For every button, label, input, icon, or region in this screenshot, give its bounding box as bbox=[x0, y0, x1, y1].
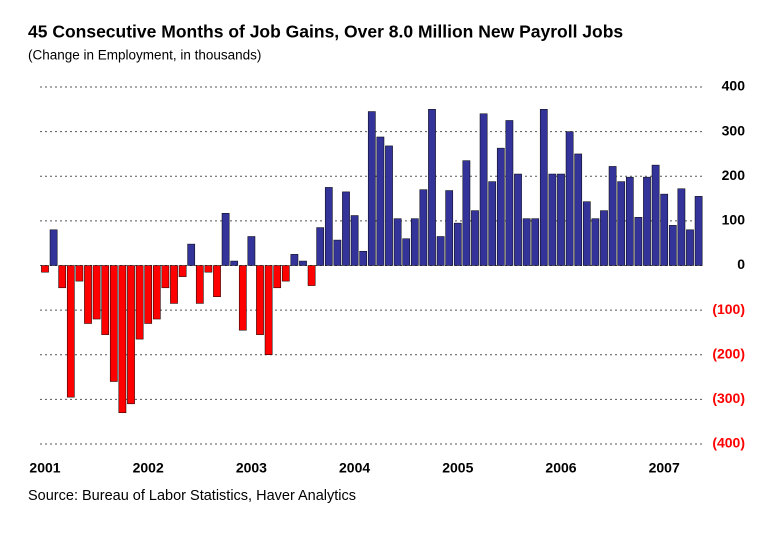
bar bbox=[393, 218, 402, 266]
x-tick-label: 2007 bbox=[649, 460, 680, 476]
bar bbox=[660, 193, 669, 266]
bar bbox=[170, 265, 178, 304]
x-tick-label: 2006 bbox=[545, 460, 576, 476]
x-tick-label: 2001 bbox=[29, 460, 60, 476]
bar bbox=[539, 109, 548, 266]
bar bbox=[677, 188, 686, 266]
bar bbox=[686, 229, 694, 266]
bar bbox=[694, 196, 703, 266]
bar bbox=[419, 189, 428, 266]
bar bbox=[144, 265, 153, 324]
bar bbox=[75, 265, 84, 282]
bar bbox=[342, 191, 350, 266]
bar bbox=[281, 265, 290, 282]
y-tick-label: (200) bbox=[712, 345, 745, 361]
bar bbox=[376, 136, 385, 266]
bar bbox=[324, 187, 333, 266]
bar bbox=[92, 265, 101, 320]
bar bbox=[127, 265, 135, 405]
bar bbox=[238, 265, 247, 331]
x-tick-label: 2005 bbox=[442, 460, 473, 476]
bar bbox=[195, 265, 204, 304]
bar bbox=[600, 210, 608, 266]
y-tick-label: (400) bbox=[712, 435, 745, 451]
bar bbox=[651, 164, 660, 266]
bar bbox=[264, 265, 273, 355]
bar bbox=[230, 260, 239, 266]
bar bbox=[625, 176, 634, 266]
bar bbox=[634, 217, 643, 266]
source-note: Source: Bureau of Labor Statistics, Have… bbox=[28, 488, 356, 504]
bar bbox=[135, 265, 144, 340]
bar bbox=[531, 218, 540, 266]
bar bbox=[273, 265, 282, 289]
y-tick-label: 100 bbox=[722, 212, 746, 228]
bar bbox=[49, 229, 58, 266]
bar bbox=[591, 218, 600, 266]
x-tick-label: 2002 bbox=[133, 460, 164, 476]
bar bbox=[496, 147, 505, 266]
bar bbox=[668, 225, 677, 266]
bar bbox=[367, 111, 376, 266]
bar bbox=[617, 181, 626, 266]
x-tick-label: 2004 bbox=[339, 460, 370, 476]
bar bbox=[445, 190, 454, 266]
bar bbox=[565, 131, 574, 266]
bar bbox=[402, 238, 411, 266]
chart-title: 45 Consecutive Months of Job Gains, Over… bbox=[28, 22, 623, 42]
bar bbox=[488, 181, 497, 266]
bar bbox=[299, 260, 307, 266]
bar bbox=[204, 265, 213, 273]
bar bbox=[453, 222, 462, 266]
bar bbox=[152, 265, 161, 320]
bar bbox=[557, 173, 565, 266]
bar bbox=[333, 239, 342, 266]
bar bbox=[462, 160, 471, 266]
y-tick-label: 200 bbox=[722, 167, 746, 183]
bar bbox=[436, 236, 445, 266]
bar bbox=[213, 265, 221, 297]
bar bbox=[350, 215, 359, 266]
y-tick-label: (100) bbox=[712, 301, 745, 317]
bar bbox=[118, 265, 127, 414]
bar bbox=[574, 153, 583, 266]
bar bbox=[608, 166, 617, 266]
bar bbox=[316, 227, 325, 266]
bar bbox=[84, 265, 92, 324]
bar bbox=[385, 145, 393, 266]
x-tick-label: 2003 bbox=[236, 460, 267, 476]
bar bbox=[41, 265, 49, 273]
bar bbox=[410, 218, 419, 266]
bar bbox=[548, 173, 557, 266]
bar bbox=[161, 265, 170, 289]
bar bbox=[109, 265, 118, 382]
bar bbox=[471, 210, 479, 266]
bar bbox=[256, 265, 264, 335]
bar bbox=[479, 113, 488, 266]
bar bbox=[505, 120, 514, 266]
bar bbox=[247, 236, 256, 266]
bar bbox=[58, 265, 67, 289]
bar bbox=[66, 265, 75, 398]
y-tick-label: (300) bbox=[712, 390, 745, 406]
y-tick-label: 300 bbox=[722, 122, 746, 138]
bar bbox=[290, 254, 299, 266]
bar bbox=[514, 173, 522, 266]
bar bbox=[221, 213, 230, 266]
bar bbox=[428, 109, 436, 266]
bar bbox=[101, 265, 110, 335]
bar bbox=[643, 176, 651, 266]
bar bbox=[359, 250, 368, 266]
bar bbox=[178, 265, 187, 277]
bar bbox=[582, 201, 591, 266]
chart-subtitle: (Change in Employment, in thousands) bbox=[28, 48, 261, 63]
bar bbox=[522, 218, 531, 266]
y-tick-label: 0 bbox=[737, 256, 745, 272]
bar bbox=[187, 243, 196, 266]
bar bbox=[307, 265, 316, 286]
y-tick-label: 400 bbox=[722, 78, 746, 94]
